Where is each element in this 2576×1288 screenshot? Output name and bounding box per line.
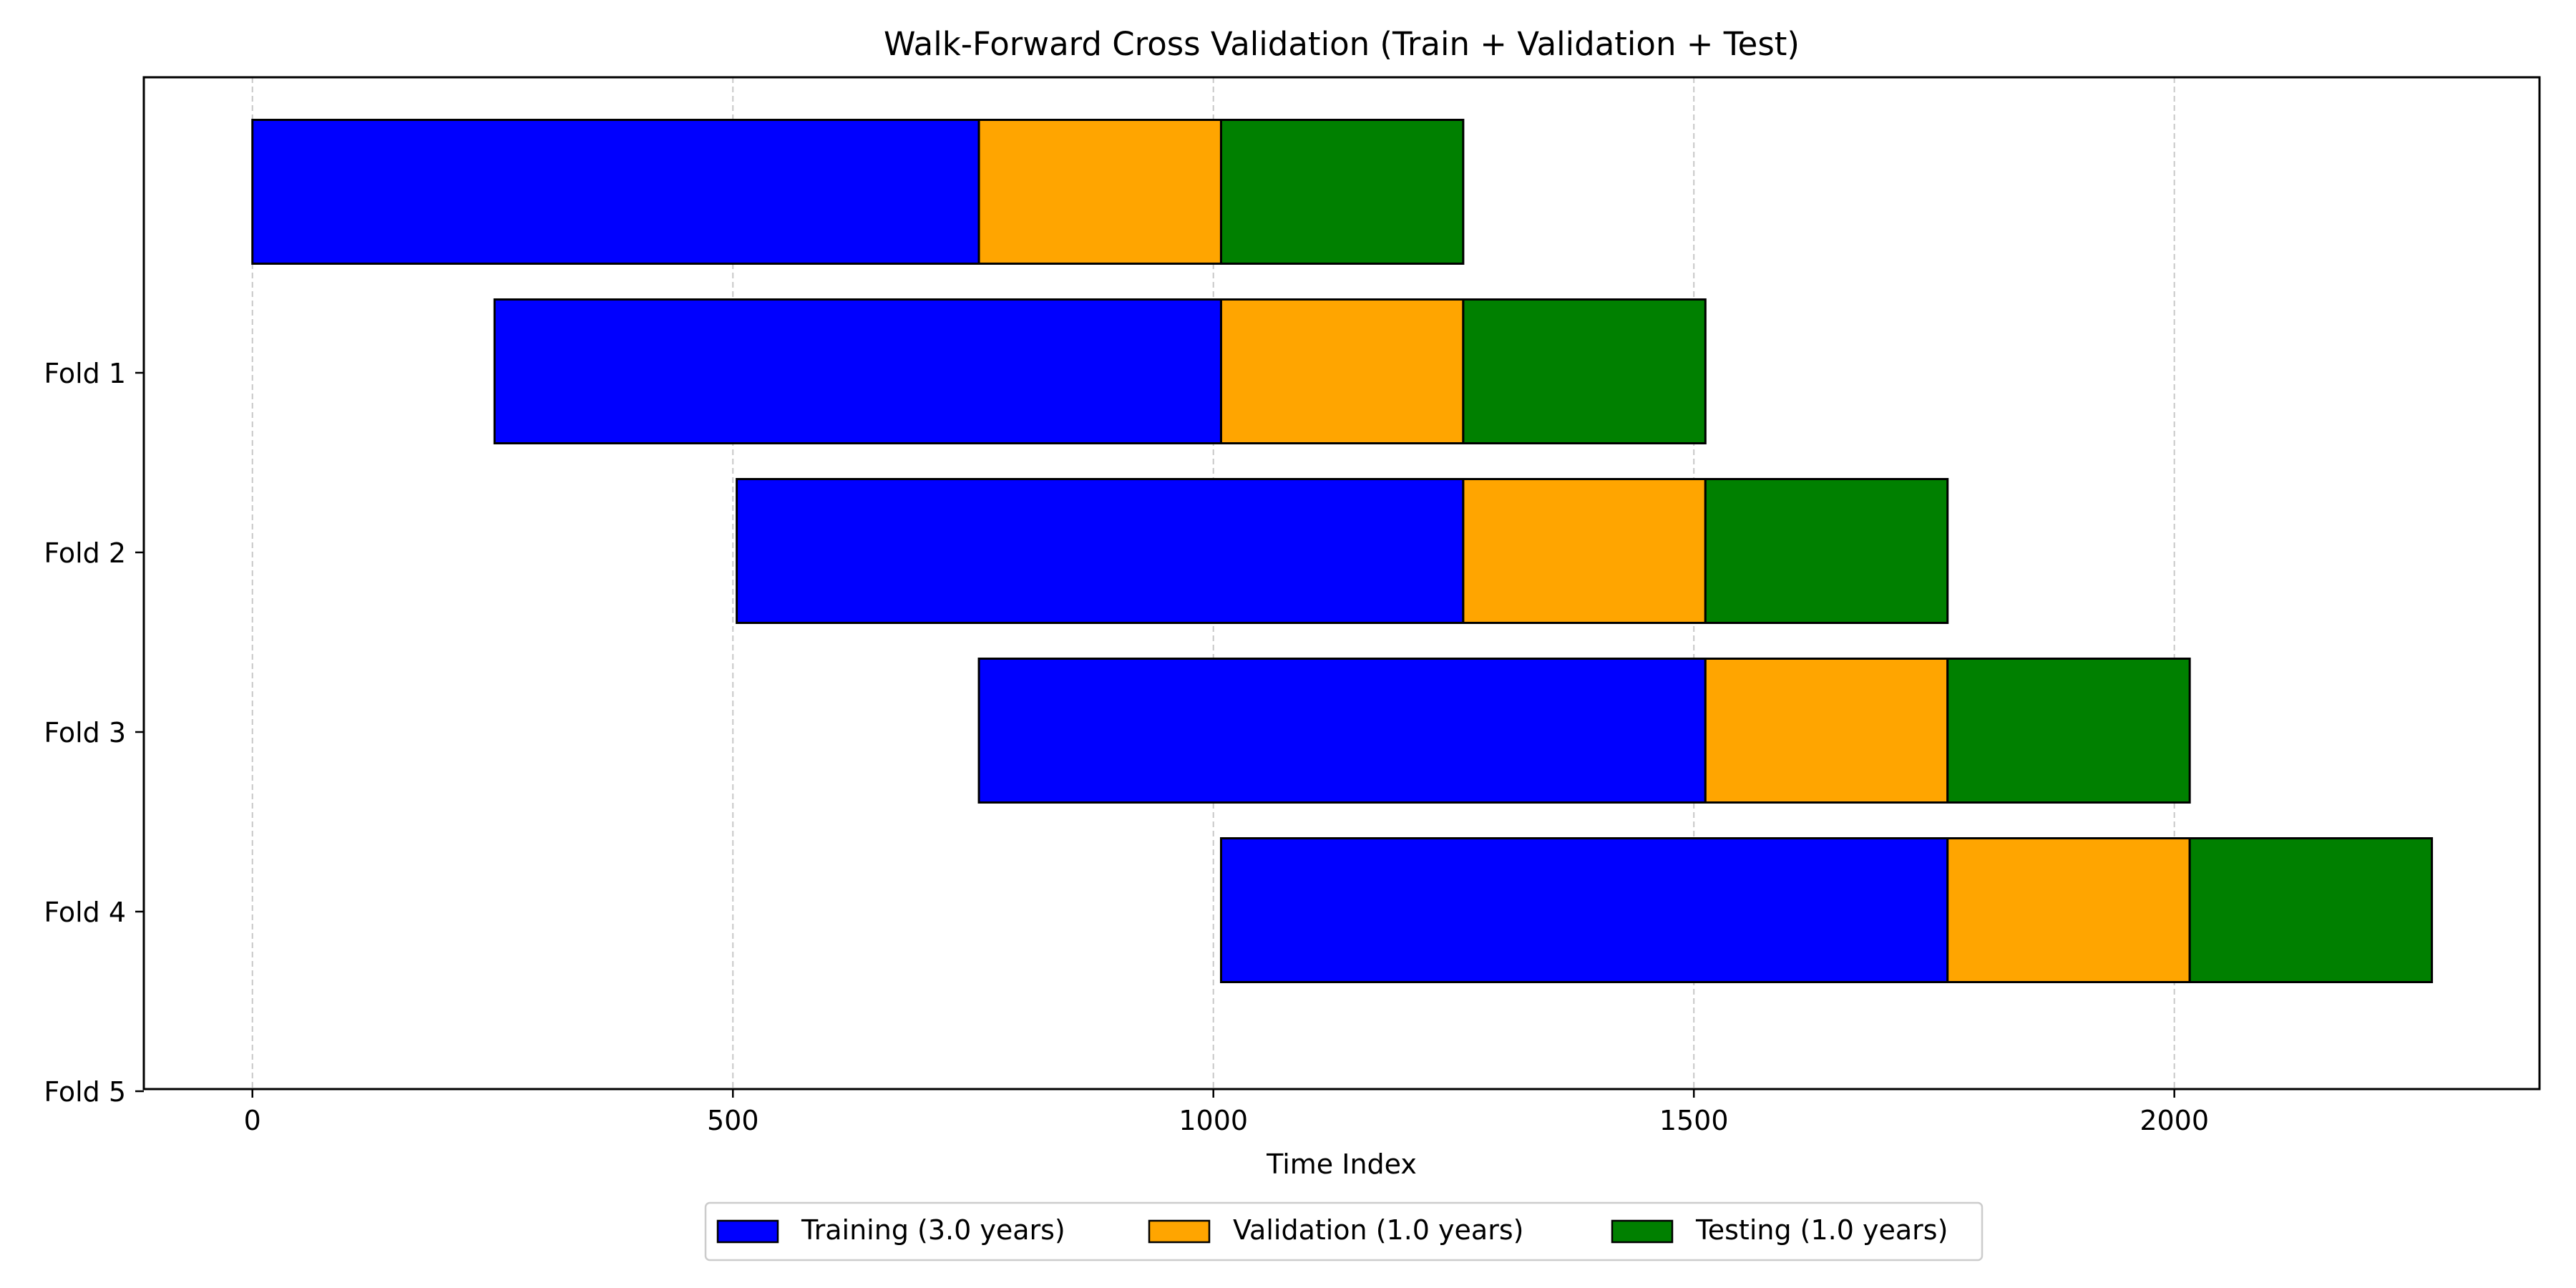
train-bar [1219, 837, 1949, 983]
y-tick-label: Fold 4 [44, 897, 126, 928]
train-bar [251, 119, 980, 265]
y-axis-ticks: Fold 1 Fold 2 Fold 3 Fold 4 Fold 5 [44, 358, 144, 1108]
x-tick-label: 2000 [2140, 1105, 2209, 1136]
legend-label-test: Testing (1.0 years) [1695, 1214, 1948, 1246]
legend-swatch-test [1611, 1219, 1674, 1244]
y-tick-label: Fold 3 [44, 717, 126, 748]
y-tick-label: Fold 2 [44, 537, 126, 569]
train-bar [493, 298, 1222, 444]
validation-bar [1462, 478, 1707, 624]
x-axis-label: Time Index [1266, 1148, 1417, 1180]
legend-swatch-train [716, 1219, 779, 1244]
x-tick-label: 1500 [1659, 1105, 1729, 1136]
validation-bar [1946, 837, 2191, 983]
test-bar [1462, 298, 1707, 444]
legend: Training (3.0 years) Validation (1.0 year… [704, 1201, 1984, 1262]
validation-bar [1219, 298, 1465, 444]
chart-title: Walk-Forward Cross Validation (Train + V… [884, 25, 1800, 63]
x-tick-label: 0 [244, 1105, 261, 1136]
train-bar [977, 658, 1707, 804]
y-tick-label: Fold 1 [44, 358, 126, 389]
legend-box [704, 1201, 1984, 1262]
test-bar [2188, 837, 2434, 983]
legend-label-validation: Validation (1.0 years) [1233, 1214, 1523, 1246]
x-axis-ticks: 0 500 1000 1500 2000 [244, 1089, 2209, 1136]
validation-bar [977, 119, 1222, 265]
y-tick-label: Fold 5 [44, 1076, 126, 1108]
plot-frame [142, 76, 2541, 1091]
test-bar [1704, 478, 1949, 624]
legend-label-train: Training (3.0 years) [801, 1214, 1065, 1246]
validation-bar [1704, 658, 1949, 804]
fold-bars [251, 119, 2434, 983]
x-tick-label: 1000 [1179, 1105, 1248, 1136]
legend-swatch-validation [1148, 1219, 1211, 1244]
x-tick-label: 500 [707, 1105, 759, 1136]
test-bar [1219, 119, 1465, 265]
test-bar [1946, 658, 2191, 804]
train-bar [736, 478, 1465, 624]
